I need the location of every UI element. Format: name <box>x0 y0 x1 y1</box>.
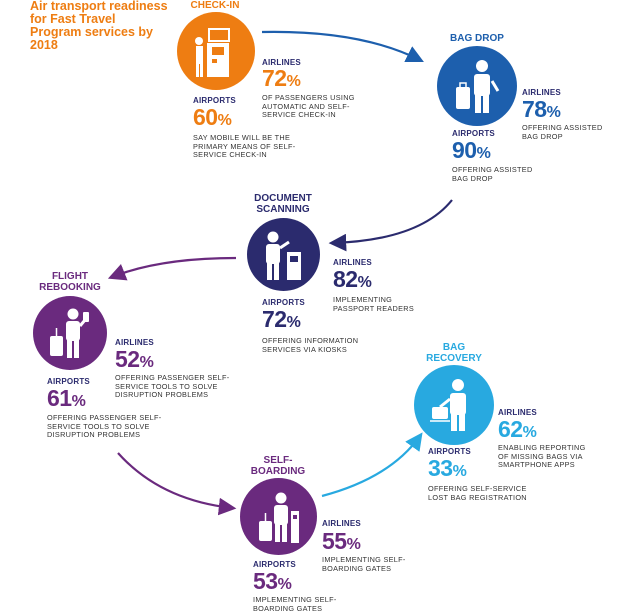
recovery-airports-value: 33% <box>428 455 467 481</box>
boarding-title-line1: SELF- <box>263 455 293 466</box>
checkin-airlines-value: 72% <box>262 65 301 91</box>
boarding-airlines-desc: IMPLEMENTING SELF-BOARDING GATES <box>322 555 406 573</box>
rebooking-airlines-desc: OFFERING PASSENGER SELF-SERVICE TOOLS TO… <box>115 373 230 400</box>
docscan-airlines-label: AIRLINES <box>333 258 372 267</box>
docscan-airlines-value: 82% <box>333 266 372 292</box>
traveler-phone-icon <box>50 308 89 358</box>
infographic-title: Air transport readiness for Fast Travel … <box>30 0 168 52</box>
bagdrop-airports-label: AIRPORTS <box>452 129 495 138</box>
rebooking-airports-value: 61% <box>47 385 86 411</box>
bagdrop-airports-desc: OFFERING ASSISTED BAG DROP <box>452 165 533 183</box>
docscan-airlines-desc: IMPLEMENTING PASSPORT READERS <box>333 295 415 313</box>
checkin-airports-label: AIRPORTS <box>193 96 236 105</box>
recovery-title-line2: RECOVERY <box>426 353 482 364</box>
boarding-airlines-value: 55% <box>322 528 361 554</box>
rebooking-circle <box>33 296 107 370</box>
bagdrop-title: BAG DROP <box>450 33 504 44</box>
recovery-airlines-value: 62% <box>498 416 537 442</box>
rebooking-airports-label: AIRPORTS <box>47 377 90 386</box>
boarding-gate-icon <box>258 492 299 543</box>
boarding-title: SELF- BOARDING <box>239 455 317 477</box>
recovery-title-line1: BAG <box>442 342 466 353</box>
docscan-airports-desc: OFFERING INFORMATION SERVICES VIA KIOSKS <box>262 336 359 354</box>
recovery-airlines-desc: ENABLING REPORTING OF MISSING BAGS VIA S… <box>498 443 586 470</box>
boarding-airports-label: AIRPORTS <box>253 560 296 569</box>
docscan-title-line1: DOCUMENT <box>254 193 312 204</box>
rebooking-title-line2: REBOOKING <box>39 282 101 293</box>
recovery-title: BAG RECOVERY <box>414 342 494 364</box>
checkin-circle <box>177 12 255 90</box>
docscan-circle <box>247 218 320 291</box>
recovery-airports-label: AIRPORTS <box>428 447 471 456</box>
rebooking-airports-desc: OFFERING PASSENGER SELF-SERVICE TOOLS TO… <box>47 413 162 440</box>
boarding-airports-value: 53% <box>253 568 292 594</box>
rebooking-airlines-label: AIRLINES <box>115 338 154 347</box>
docscan-airports-value: 72% <box>262 306 301 332</box>
recovery-airports-desc: OFFERING SELF-SERVICE LOST BAG REGISTRAT… <box>428 484 527 502</box>
boarding-airports-desc: IMPLEMENTING SELF-BOARDING GATES <box>253 595 337 613</box>
bagdrop-airlines-value: 78% <box>522 96 561 122</box>
checkin-airports-desc: SAY MOBILE WILL BE THE PRIMARY MEANS OF … <box>193 133 296 160</box>
arrow-boarding-to-recovery <box>321 432 423 498</box>
checkin-title: CHECK-IN <box>190 0 240 11</box>
rebooking-title-line1: FLIGHT <box>51 271 89 282</box>
checkin-airlines-label: AIRLINES <box>262 58 301 67</box>
rebooking-title: FLIGHT REBOOKING <box>34 271 106 293</box>
bagdrop-airlines-label: AIRLINES <box>522 88 561 97</box>
checkin-airports-value: 60% <box>193 104 232 130</box>
arrow-checkin-to-bagdrop <box>261 30 424 62</box>
boarding-circle <box>240 478 317 555</box>
bagdrop-airports-value: 90% <box>452 137 491 163</box>
bagdrop-airlines-desc: OFFERING ASSISTED BAG DROP <box>522 123 603 141</box>
arrow-docscan-to-rebooking <box>107 256 237 281</box>
kiosk-icon <box>195 28 230 77</box>
passport-reader-icon <box>265 231 301 280</box>
arrow-bagdrop-to-docscan <box>328 199 453 252</box>
boarding-title-line2: BOARDING <box>250 466 306 477</box>
docscan-airports-label: AIRPORTS <box>262 298 305 307</box>
docscan-title: DOCUMENT SCANNING <box>246 193 320 215</box>
recovery-airlines-label: AIRLINES <box>498 408 537 417</box>
arrow-rebooking-to-boarding <box>117 452 237 516</box>
docscan-title-line2: SCANNING <box>256 204 310 215</box>
recovery-circle <box>414 365 494 445</box>
bag-drop-icon <box>456 60 500 113</box>
bag-recovery-icon <box>430 379 466 431</box>
rebooking-airlines-value: 52% <box>115 346 154 372</box>
bagdrop-circle <box>437 46 517 126</box>
checkin-airlines-desc: OF PASSENGERS USING AUTOMATIC AND SELF-S… <box>262 93 355 120</box>
boarding-airlines-label: AIRLINES <box>322 519 361 528</box>
